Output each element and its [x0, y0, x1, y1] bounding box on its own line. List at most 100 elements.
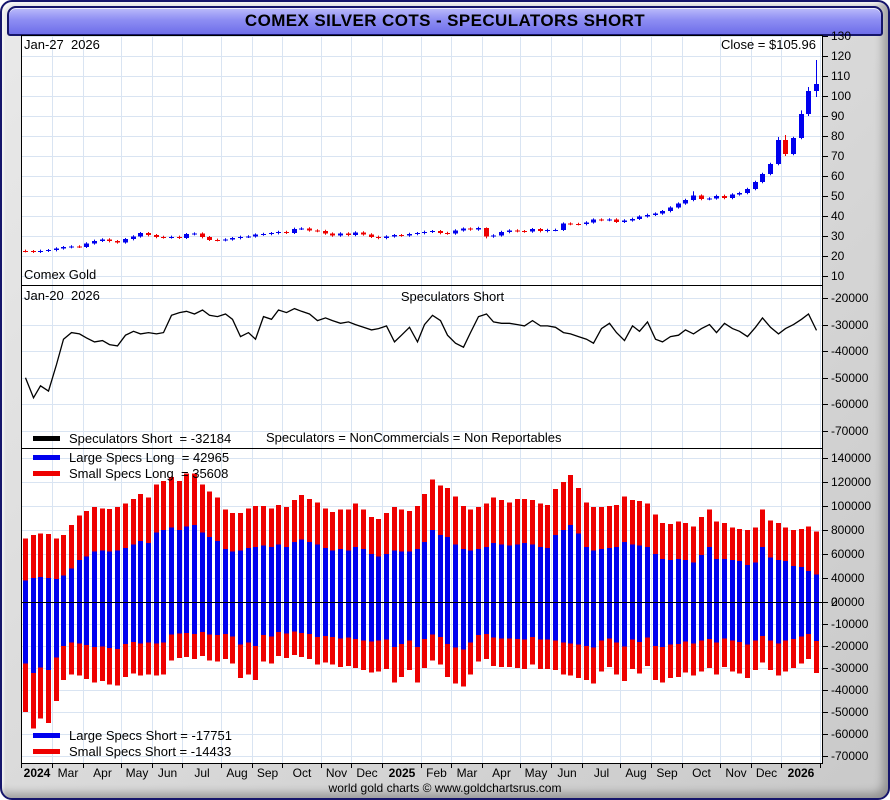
axis-tick-label: 0 [831, 595, 838, 609]
bar-small-short [430, 634, 435, 661]
axis-tick-label: -10000 [831, 617, 869, 631]
bar-large-long [407, 551, 412, 602]
spec-panel-title: Speculators Short [400, 289, 505, 304]
candle-body [545, 230, 550, 232]
bar-large-short [415, 602, 420, 647]
x-axis-label: Nov [326, 766, 347, 780]
candle-body [768, 164, 773, 174]
bar-small-short [23, 663, 28, 712]
candle-body [637, 216, 642, 219]
bar-small-long [307, 498, 312, 542]
candle-body [753, 182, 758, 189]
bar-small-long [791, 530, 796, 566]
bar-large-short [92, 602, 97, 647]
bar-small-long [292, 500, 297, 542]
x-axis-label: Aug [226, 766, 247, 780]
bar-large-short [77, 602, 82, 644]
bar-large-long [215, 540, 220, 602]
bar-large-long [660, 558, 665, 602]
bar-large-long [54, 579, 59, 602]
bar-small-short [361, 640, 366, 671]
bar-large-short [576, 602, 581, 645]
axis-tick-label: 20000 [831, 595, 865, 609]
bar-large-short [346, 602, 351, 638]
bar-large-long [599, 549, 604, 602]
axis-tick-label: 40000 [831, 571, 865, 585]
bar-small-long [276, 504, 281, 545]
candle-body [438, 231, 443, 233]
bar-small-short [338, 638, 343, 667]
candle-body [607, 219, 612, 221]
candle-body [107, 239, 112, 242]
axis-tick-label: -40000 [831, 683, 869, 697]
bar-small-long [591, 507, 596, 551]
axis-tick-label: -70000 [831, 749, 869, 763]
candle-body [23, 250, 28, 252]
x-axis-label: Dec [356, 766, 377, 780]
bar-small-short [46, 669, 51, 723]
bar-small-short [269, 636, 274, 664]
bar-small-long [131, 498, 136, 545]
bar-small-short [230, 636, 235, 664]
legend-large-specs-short: Large Specs Short = -17751 [33, 728, 232, 743]
bar-small-short [31, 672, 36, 729]
bar-large-short [645, 602, 650, 638]
bar-large-long [92, 551, 97, 602]
bar-small-short [146, 642, 151, 675]
candle-body [200, 233, 205, 238]
axis-tick-label: 80000 [831, 523, 865, 537]
bar-large-short [491, 602, 496, 638]
bar-small-long [23, 538, 28, 581]
bar-large-short [223, 602, 228, 635]
bar-small-long [438, 485, 443, 535]
bar-large-short [707, 602, 712, 639]
bar-small-short [691, 643, 696, 676]
bar-large-long [169, 527, 174, 602]
bar-large-long [737, 561, 742, 602]
bar-large-long [276, 544, 281, 602]
bar-large-long [23, 580, 28, 602]
bar-small-long [568, 474, 573, 526]
candle-body [622, 220, 627, 222]
candle-body [269, 233, 274, 235]
bar-small-short [346, 637, 351, 666]
candle-body [38, 250, 43, 252]
candle-body [223, 239, 228, 241]
bar-small-short [783, 640, 788, 672]
bar-large-short [146, 602, 151, 643]
bar-small-short [799, 636, 804, 664]
bar-large-short [261, 602, 266, 636]
bar-large-short [545, 602, 550, 640]
candle-body [630, 218, 635, 221]
bar-small-short [392, 646, 397, 683]
bar-large-long [622, 542, 627, 602]
legend-speculators-short: Speculators Short = -32184 [33, 431, 231, 446]
small-specs-long-swatch [33, 470, 60, 476]
bar-large-long [246, 548, 251, 602]
bar-large-short [507, 602, 512, 639]
bar-large-long [261, 545, 266, 602]
bar-small-long [323, 508, 328, 548]
bar-large-long [568, 525, 573, 602]
bar-large-long [637, 545, 642, 602]
bar-large-short [246, 602, 251, 643]
x-axis-label: May [525, 766, 548, 780]
bar-large-long [768, 557, 773, 602]
bar-small-short [38, 667, 43, 719]
price-close-label: Close = $105.96 [720, 37, 816, 52]
bar-small-short [299, 632, 304, 657]
bar-large-long [61, 575, 66, 602]
bar-large-short [154, 602, 159, 644]
bar-large-short [653, 602, 658, 646]
bar-large-long [46, 578, 51, 602]
bar-large-long [491, 543, 496, 602]
bar-large-short [683, 602, 688, 642]
candle-body [330, 233, 335, 236]
bar-large-short [445, 602, 450, 644]
candle-body [138, 233, 143, 237]
bar-small-short [399, 643, 404, 677]
bar-large-long [69, 568, 74, 602]
bar-small-long [530, 500, 535, 545]
axis-tick-label: -50000 [831, 705, 869, 719]
bar-small-short [315, 637, 320, 665]
